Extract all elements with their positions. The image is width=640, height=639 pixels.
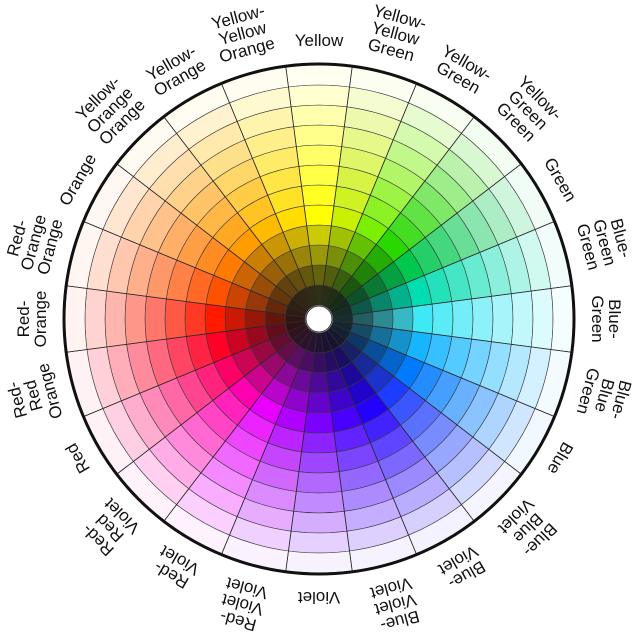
wheel-cell — [85, 288, 107, 349]
wheel-cell — [373, 309, 393, 328]
wheel-cell — [309, 245, 328, 265]
wheel-cell — [185, 302, 206, 337]
wheel-cell — [286, 551, 352, 573]
wheel-cell — [307, 392, 332, 413]
wheel-cell — [432, 302, 453, 337]
wheel-cell — [304, 205, 334, 226]
hue-label-line: Yellow — [295, 31, 344, 50]
wheel-cell — [412, 304, 433, 334]
wheel-cell — [452, 299, 473, 339]
wheel-cell — [296, 472, 341, 493]
wheel-cell — [165, 299, 186, 339]
wheel-cell — [304, 412, 334, 433]
wheel-cell — [291, 105, 347, 127]
wheel-cell — [307, 225, 332, 246]
wheel-cell — [299, 452, 339, 473]
wheel-cell — [288, 85, 349, 107]
wheel-cell — [294, 492, 345, 513]
center-hole — [306, 306, 332, 332]
hue-label-line: Orange — [31, 291, 50, 348]
wheel-cell — [531, 288, 553, 349]
wheel-cell — [472, 296, 493, 341]
wheel-cell — [302, 432, 337, 453]
wheel-cell — [105, 291, 127, 347]
wheel-cell — [296, 145, 341, 166]
wheel-cell — [392, 307, 413, 332]
wheel-cell — [65, 286, 87, 352]
wheel-cell — [145, 296, 166, 341]
wheel-cell — [288, 531, 349, 553]
wheel-cell — [302, 185, 337, 206]
wheel-cell — [511, 291, 533, 347]
wheel-cell — [299, 165, 339, 186]
wheel-cell — [294, 125, 345, 146]
label-violet: Violet — [298, 588, 340, 607]
wheel-cell — [492, 294, 513, 345]
label-yellow: Yellow — [295, 31, 344, 50]
wheel-cell — [291, 511, 347, 533]
wheel-cell — [245, 309, 265, 328]
wheel-cell — [309, 373, 328, 393]
wheel-cell — [205, 304, 226, 334]
hue-label-line: Green — [588, 295, 607, 342]
wheel-cell — [225, 307, 246, 332]
hue-label-line: Violet — [298, 588, 340, 607]
label-blue-green: Blue-Green — [588, 295, 624, 342]
wheel-cell — [125, 294, 146, 345]
wheel-cell — [286, 65, 352, 87]
wheel-cell — [551, 286, 573, 352]
